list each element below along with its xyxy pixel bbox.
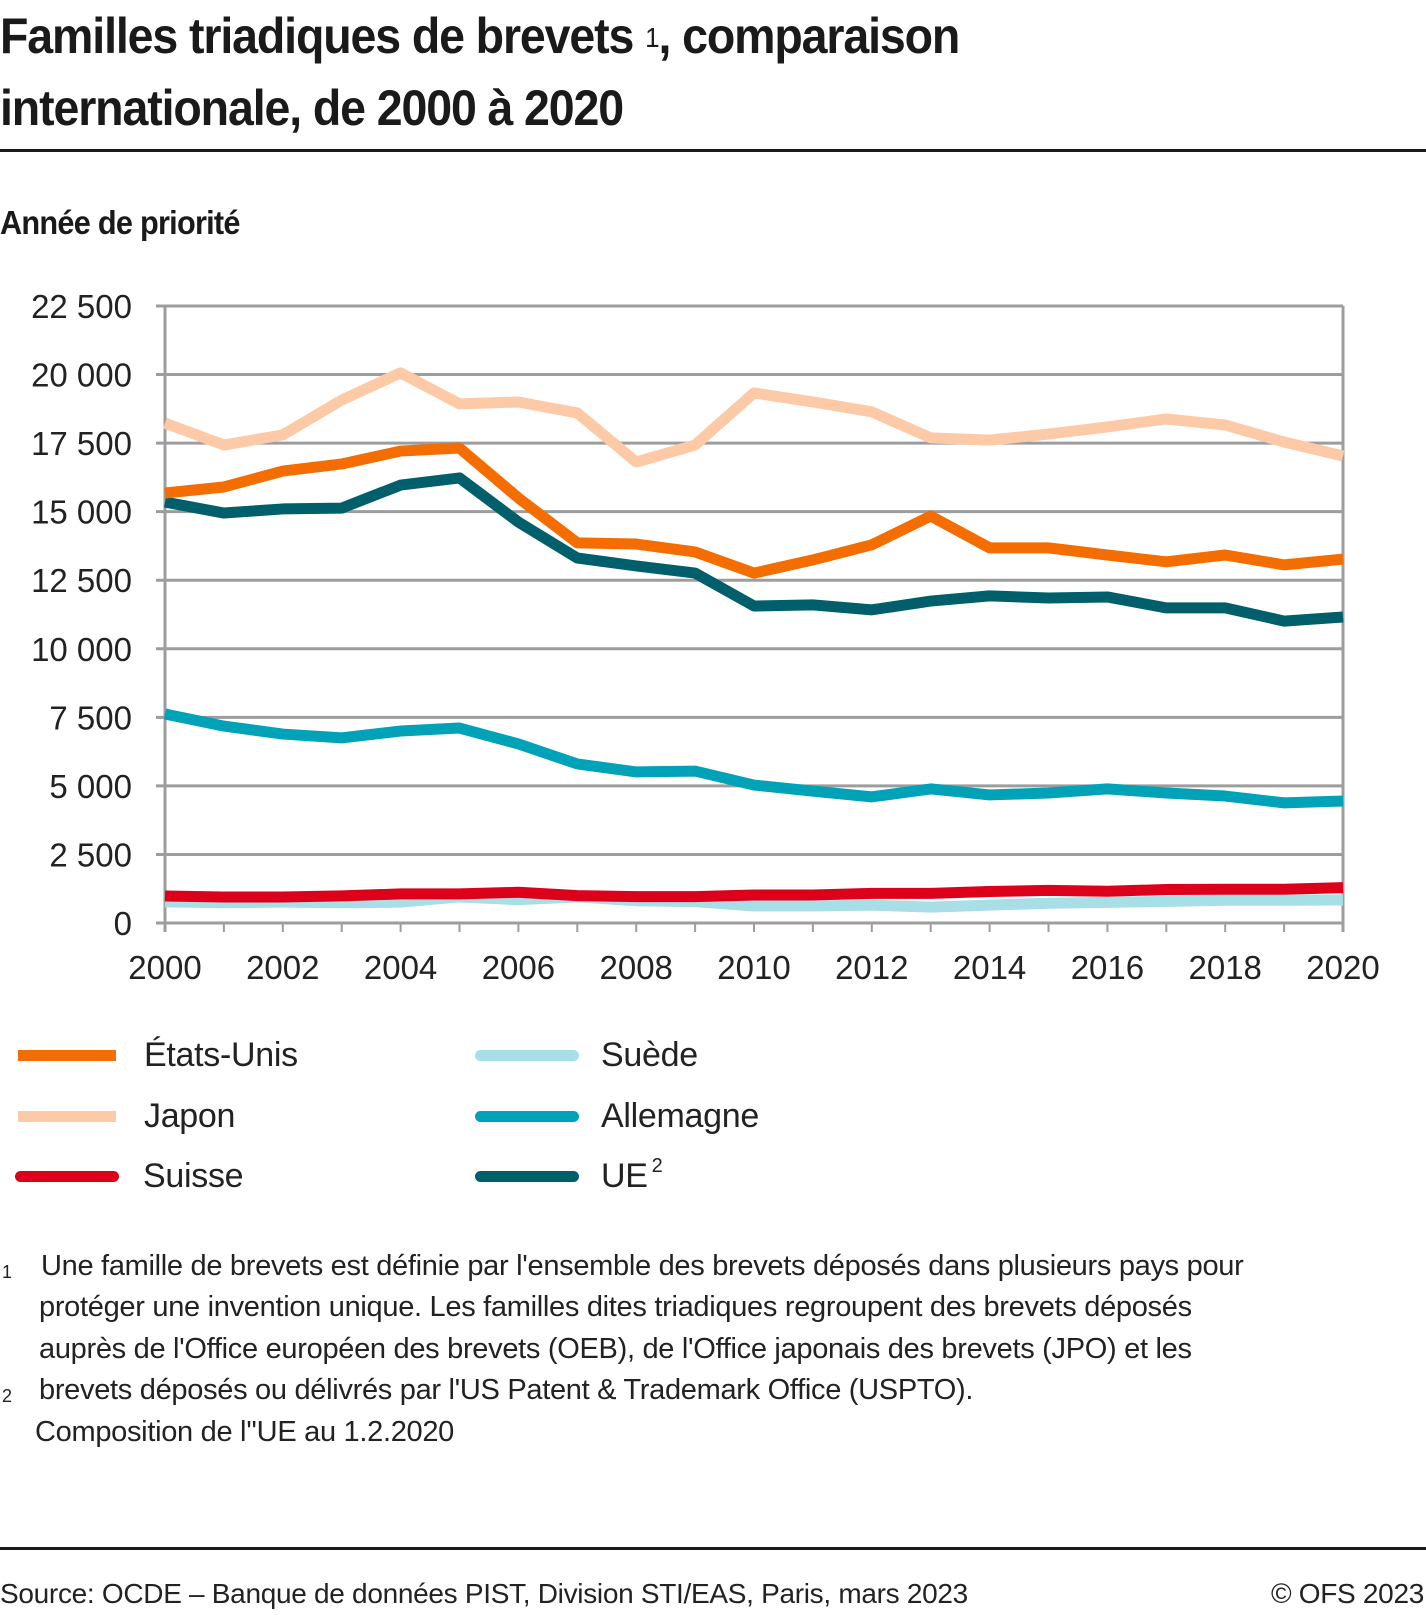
legend-item-allemagne: Allemagne xyxy=(475,1096,759,1136)
x-axis-tick-labels: 2000 2002 2004 2006 2008 2010 2012 2014 2016 2018… xyxy=(128,949,1379,986)
series-line-ue xyxy=(163,472,1344,627)
source-text: Source: OCDE – Banque de données PIST, D… xyxy=(0,1578,968,1609)
title-line-1: Familles triadiques de brevets 1, compar… xyxy=(0,8,960,64)
legend-label: Japon xyxy=(144,1096,236,1135)
title-footnote-mark: 1 xyxy=(645,22,660,53)
y-tick-label: 5 000 xyxy=(49,768,132,805)
series-line-japon xyxy=(163,367,1345,468)
series-lines xyxy=(163,367,1345,913)
x-tick-label: 2010 xyxy=(717,949,790,986)
footnote-line: Une famille de brevets est définie par l… xyxy=(41,1250,1244,1282)
legend-swatch-etats-unis xyxy=(18,1049,116,1061)
y-tick-label: 12 500 xyxy=(31,562,132,599)
legend-item-suede: Suède xyxy=(475,1035,698,1075)
copyright-text: © OFS 2023 xyxy=(1270,1578,1424,1609)
legend-swatch-suede xyxy=(475,1049,579,1061)
legend-item-suisse: Suisse xyxy=(15,1156,244,1196)
chart-title: Familles triadiques de brevets 1, compar… xyxy=(0,0,1302,144)
y-tick-label: 10 000 xyxy=(31,631,132,668)
legend-footnote-mark: 2 xyxy=(651,1154,663,1177)
grid-lines xyxy=(156,304,1343,856)
x-tick-label: 2008 xyxy=(599,949,672,986)
x-tick-label: 2004 xyxy=(364,949,437,986)
footnote-mark-1: 1 xyxy=(2,1262,12,1282)
legend-label: Suisse xyxy=(143,1156,244,1195)
legend-swatch-suisse xyxy=(15,1170,119,1182)
x-tick-label: 2000 xyxy=(128,949,201,986)
footnote-line: brevets déposés ou délivrés par l'US Pat… xyxy=(39,1374,974,1406)
legend-item-ue: UE 2 xyxy=(475,1154,663,1196)
series-line-allemagne xyxy=(163,708,1344,809)
legend-label: Allemagne xyxy=(601,1096,759,1135)
legend-swatch-ue xyxy=(475,1170,579,1182)
x-tick-label: 2012 xyxy=(835,949,908,986)
legend-swatch-japon xyxy=(18,1110,116,1122)
footnote-mark-2: 2 xyxy=(2,1386,12,1406)
legend: États-Unis Japon Suisse Suède Allemagne … xyxy=(0,1036,900,1260)
top-divider xyxy=(0,149,1426,152)
y-tick-label: 17 500 xyxy=(31,425,132,462)
x-tick-label: 2018 xyxy=(1188,949,1261,986)
title-line-2: internationale, de 2000 à 2020 xyxy=(0,80,624,136)
y-tick-label: 0 xyxy=(114,905,132,942)
x-tick-label: 2020 xyxy=(1306,949,1379,986)
bottom-divider xyxy=(0,1547,1426,1550)
legend-label: Suède xyxy=(601,1035,698,1074)
footnote-line: Composition de l''UE au 1.2.2020 xyxy=(35,1416,455,1448)
x-tick-label: 2002 xyxy=(246,949,319,986)
footnote-line: auprès de l'Office européen des brevets … xyxy=(39,1333,1192,1365)
chart-subtitle: Année de priorité xyxy=(0,204,240,241)
x-tick-label: 2006 xyxy=(482,949,555,986)
y-tick-label: 2 500 xyxy=(49,836,132,873)
footnote-line: protéger une invention unique. Les famil… xyxy=(39,1291,1192,1323)
y-tick-label: 15 000 xyxy=(31,494,132,531)
legend-label: UE 2 xyxy=(601,1154,663,1195)
line-chart: 0 2 500 5 000 7 500 10 000 12 500 15 000 17 500… xyxy=(31,288,1380,986)
legend-item-japon: Japon xyxy=(18,1096,235,1136)
x-tick-label: 2016 xyxy=(1071,949,1144,986)
legend-swatch-allemagne xyxy=(475,1110,579,1122)
y-tick-label: 20 000 xyxy=(31,357,132,394)
legend-item-etats-unis: États-Unis xyxy=(18,1035,298,1075)
y-tick-label: 22 500 xyxy=(31,288,132,325)
y-axis-tick-labels: 0 2 500 5 000 7 500 10 000 12 500 15 000 17 500… xyxy=(31,288,132,942)
legend-label: États-Unis xyxy=(144,1035,298,1074)
series-line-suisse xyxy=(164,882,1344,903)
y-tick-label: 7 500 xyxy=(49,699,132,736)
x-tick-label: 2014 xyxy=(953,949,1026,986)
